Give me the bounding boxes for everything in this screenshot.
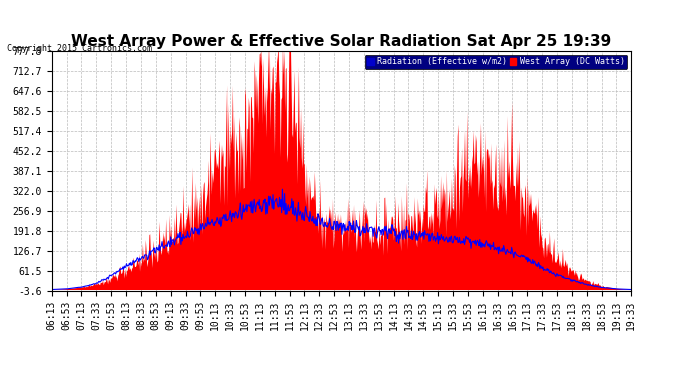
Title: West Array Power & Effective Solar Radiation Sat Apr 25 19:39: West Array Power & Effective Solar Radia… (72, 34, 611, 50)
Legend: Radiation (Effective w/m2), West Array (DC Watts): Radiation (Effective w/m2), West Array (… (365, 55, 627, 69)
Text: Copyright 2015 Cartronics.com: Copyright 2015 Cartronics.com (7, 44, 152, 52)
